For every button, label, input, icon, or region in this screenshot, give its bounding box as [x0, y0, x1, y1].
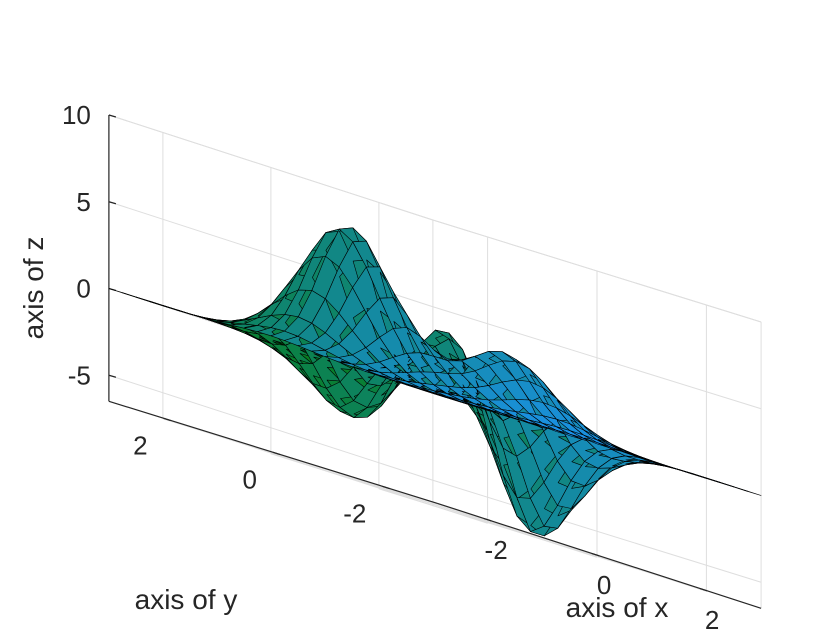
axis-lines — [108, 114, 762, 609]
x-tick-mark — [699, 587, 708, 592]
z-axis-label: axis of z — [18, 237, 49, 340]
y-axis-label: axis of y — [135, 584, 238, 615]
tick-labels: -2 0 2 -2 0 2 -5 0 5 10 — [62, 100, 719, 630]
box-edge — [108, 114, 434, 221]
z-tick-mark — [108, 374, 117, 378]
x-axis-label: axis of x — [566, 592, 669, 623]
surface-face — [733, 486, 762, 496]
y-tick-label: 0 — [243, 464, 257, 494]
x-tick-mark — [483, 517, 492, 522]
x-tick-label: 0 — [597, 570, 611, 600]
z-tick-mark — [108, 201, 117, 205]
x-tick-mark — [591, 552, 600, 557]
y-tick-mark — [163, 417, 171, 422]
z-tick-label: 0 — [76, 274, 90, 304]
z-tick-mark — [108, 114, 117, 118]
y-tick-label: -2 — [343, 498, 366, 528]
grid-lines — [108, 114, 762, 609]
y-tick-mark — [272, 451, 281, 456]
x-tick-label: -2 — [485, 535, 508, 565]
grid-line — [382, 485, 707, 592]
grid-line — [272, 451, 598, 558]
z-tick-label: 5 — [76, 187, 90, 217]
z-tick-label: 10 — [62, 100, 91, 130]
box-edge — [432, 219, 762, 323]
surface-mesh — [108, 227, 762, 537]
grid-line — [163, 417, 488, 524]
z-tick-label: -5 — [68, 360, 91, 390]
x-tick-label: 2 — [705, 605, 719, 630]
y-tick-label: 2 — [133, 430, 147, 460]
y-tick-mark — [382, 485, 390, 490]
